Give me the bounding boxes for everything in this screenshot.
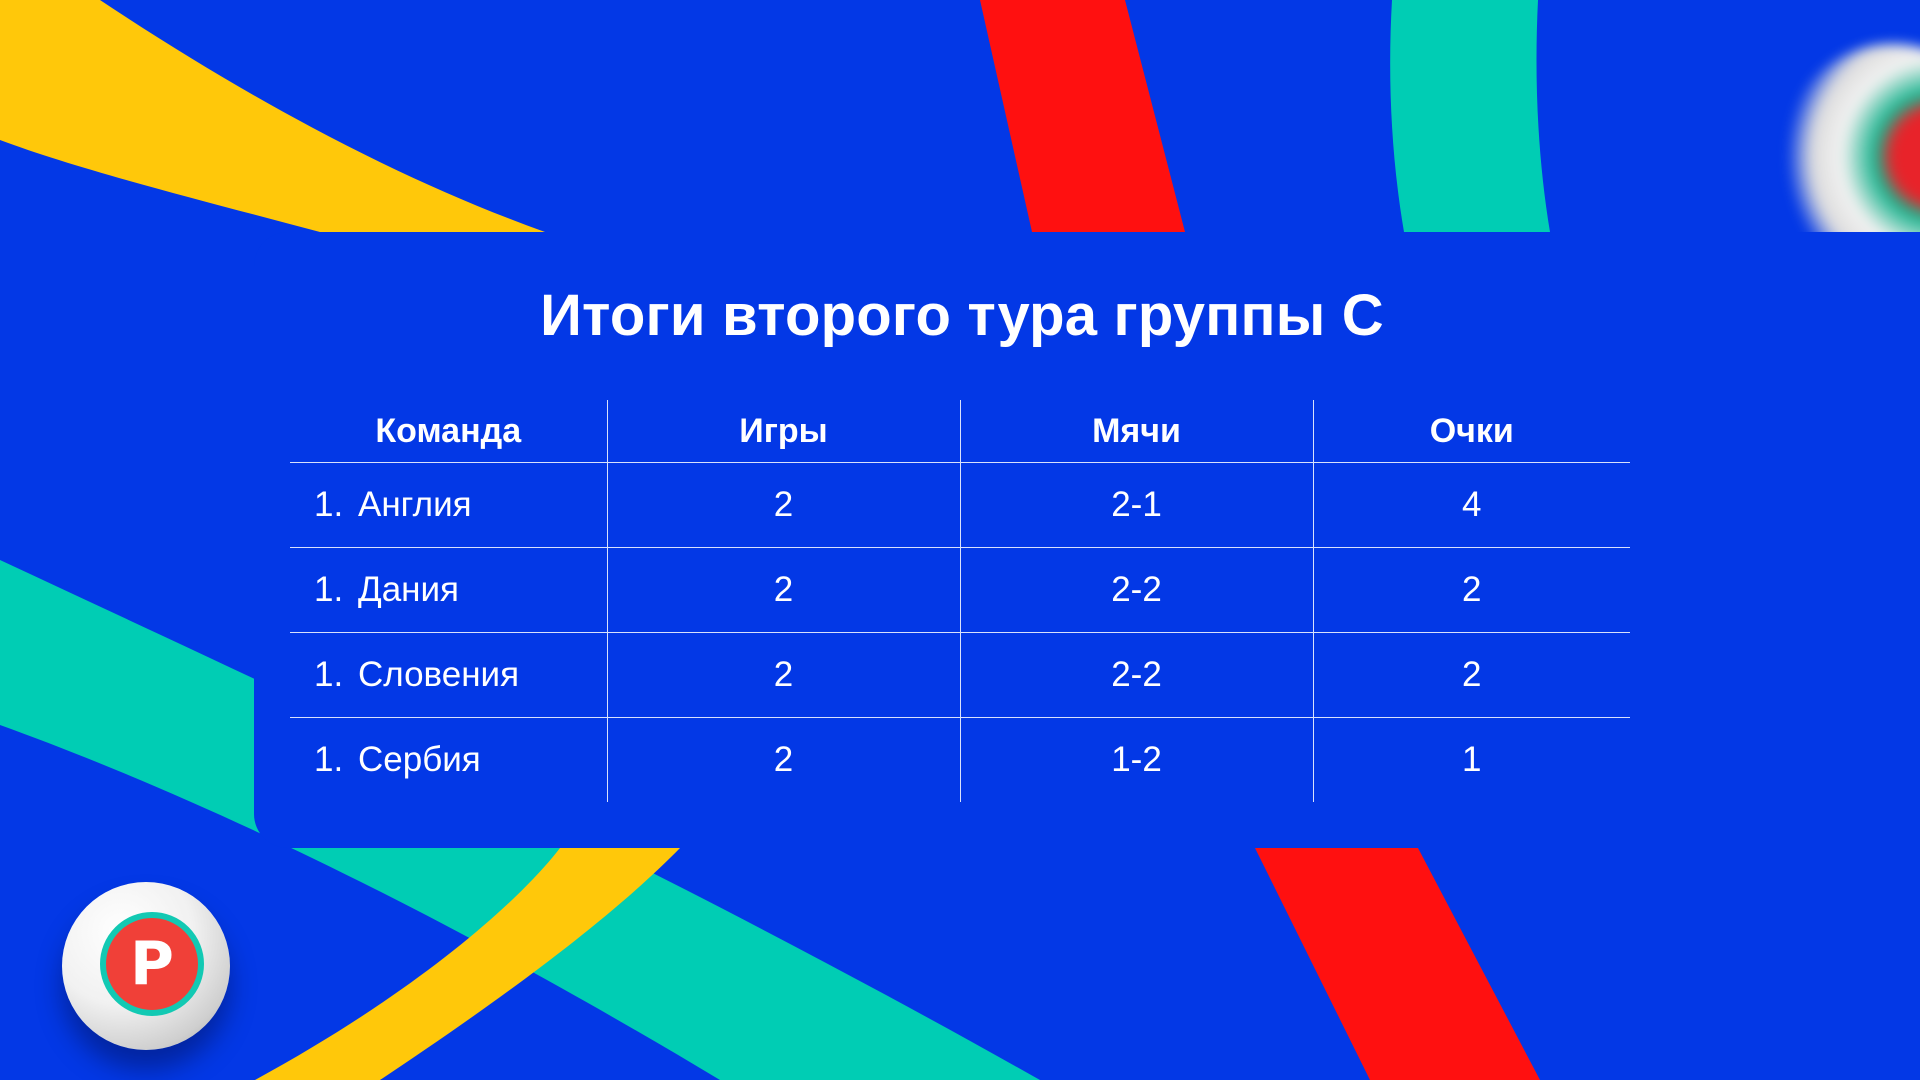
yellow-ribbon-bottom: [255, 848, 680, 1080]
goals-cell: 2-2: [959, 632, 1313, 718]
rank-number: 1.: [314, 655, 344, 694]
table-row: 1. Словения 2 2-2 2: [290, 632, 1630, 718]
points-cell: 2: [1312, 547, 1630, 633]
column-header-team: Команда: [290, 400, 607, 463]
team-cell: 1. Дания: [290, 547, 607, 633]
points-cell: 4: [1312, 462, 1630, 548]
goals-cell: 1-2: [959, 717, 1313, 802]
red-band-bottom: [1255, 848, 1540, 1080]
soccer-ball-icon: [62, 882, 230, 1050]
games-cell: 2: [606, 547, 960, 633]
table-row: 1. Дания 2 2-2 2: [290, 547, 1630, 633]
team-cell: 1. Англия: [290, 462, 607, 548]
red-band-top: [980, 0, 1185, 232]
games-cell: 2: [606, 717, 960, 802]
column-header-goals: Мячи: [959, 400, 1313, 463]
points-cell: 2: [1312, 632, 1630, 718]
teal-arc-top: [1390, 0, 1550, 232]
team-name: Словения: [358, 655, 520, 694]
games-cell: 2: [606, 462, 960, 548]
rank-number: 1.: [314, 485, 344, 524]
yellow-ribbon-top: [0, 0, 545, 232]
table-row: 1. Англия 2 2-1 4: [290, 462, 1630, 548]
table-header-row: Команда Игры Мячи Очки: [290, 400, 1630, 463]
team-name: Дания: [358, 570, 460, 609]
logo-badge: [100, 912, 204, 1016]
team-cell: 1. Сербия: [290, 718, 607, 803]
team-cell: 1. Словения: [290, 632, 607, 718]
column-header-points: Очки: [1312, 400, 1630, 463]
goals-cell: 2-1: [959, 462, 1313, 548]
rank-number: 1.: [314, 740, 344, 779]
goals-cell: 2-2: [959, 547, 1313, 633]
table-row: 1. Сербия 2 1-2 1: [290, 717, 1630, 803]
standings-table: Команда Игры Мячи Очки 1. Англия 2 2-1 4 …: [290, 400, 1630, 802]
column-header-games: Игры: [606, 400, 960, 463]
page-title: Итоги второго тура группы С: [540, 283, 1384, 348]
points-cell: 1: [1312, 717, 1630, 802]
games-cell: 2: [606, 632, 960, 718]
rank-number: 1.: [314, 570, 344, 609]
team-name: Англия: [358, 485, 472, 524]
team-name: Сербия: [358, 740, 481, 779]
